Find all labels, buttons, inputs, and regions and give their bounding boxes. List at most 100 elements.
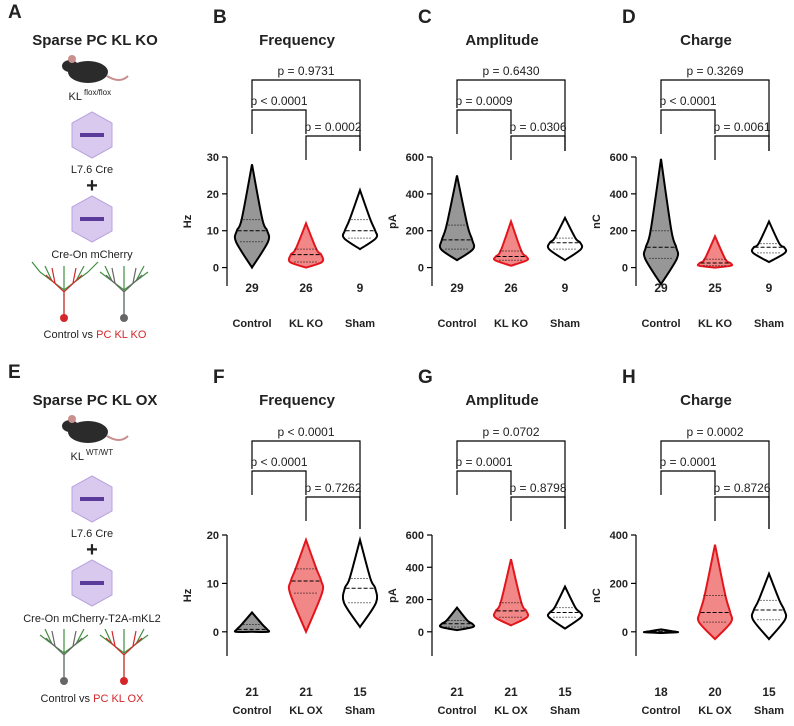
chart-panel: H Charge nC 0 200 400 18 Control 20 KL OX 15 Sham p … — [591, 367, 788, 717]
neuron-icons — [31, 261, 149, 322]
significance-bracket — [456, 470, 512, 495]
panel-letter: G — [418, 367, 433, 388]
schematic-title: Sparse PC KL KO — [32, 32, 158, 49]
panel-letter: C — [418, 7, 432, 28]
violin — [341, 535, 379, 629]
y-tick-label: 0 — [418, 263, 424, 275]
p-value: p = 0.0002 — [686, 425, 743, 439]
y-tick-label: 400 — [406, 189, 424, 201]
significance-bracket — [305, 135, 361, 160]
x-tick-label: Control — [641, 705, 680, 717]
n-label: 15 — [558, 685, 572, 699]
significance-bracket — [305, 496, 361, 529]
p-value: p < 0.0001 — [250, 455, 307, 469]
x-tick-label: Sham — [754, 318, 784, 330]
p-value: p = 0.8798 — [509, 481, 566, 495]
y-axis-label: Hz — [182, 214, 194, 228]
n-label: 21 — [450, 685, 464, 699]
chart-panel: G Amplitude pA 0 200 400 600 21 Control 21 KL OX 15… — [387, 367, 584, 717]
n-label: 18 — [654, 685, 668, 699]
significance-bracket — [251, 109, 307, 134]
x-tick-label: KL OX — [698, 705, 732, 717]
y-tick-label: 600 — [406, 152, 424, 164]
y-tick-label: 200 — [406, 595, 424, 607]
violin — [233, 610, 271, 633]
vector2: Cre-On mCherry — [51, 249, 133, 261]
plus: + — [86, 539, 98, 561]
significance-bracket — [660, 440, 770, 529]
chart-title: Charge — [680, 392, 732, 409]
n-label: 9 — [562, 281, 569, 295]
x-tick-label: KL KO — [494, 318, 528, 330]
mouse-icon — [62, 55, 129, 83]
x-tick-label: Sham — [345, 705, 375, 717]
n-label: 29 — [245, 281, 259, 295]
y-tick-label: 0 — [213, 263, 219, 275]
violin — [642, 628, 680, 635]
y-tick-label: 400 — [406, 562, 424, 574]
caption-highlight: PC KL OX — [93, 693, 144, 705]
y-tick-label: 200 — [610, 578, 628, 590]
violin — [438, 175, 476, 262]
y-tick-label: 400 — [610, 189, 628, 201]
vector1: L7.6 Cre — [71, 164, 113, 176]
violin — [233, 164, 271, 270]
schematic-a: A Sparse PC KL KO KL flox/flox L7.6 Cre … — [8, 2, 158, 341]
violin — [492, 558, 530, 627]
neuron-icons — [39, 628, 149, 685]
n-label: 29 — [450, 281, 464, 295]
violin — [546, 215, 584, 262]
caption-highlight: PC KL KO — [96, 329, 147, 341]
y-tick-label: 200 — [406, 226, 424, 238]
vector-insert — [80, 497, 104, 501]
n-label: 9 — [766, 281, 773, 295]
x-tick-label: Sham — [754, 705, 784, 717]
n-label: 25 — [708, 281, 722, 295]
vector-insert — [80, 133, 104, 137]
y-tick-label: 0 — [418, 627, 424, 639]
p-value: p < 0.0001 — [659, 94, 716, 108]
p-value: p = 0.6430 — [482, 64, 539, 78]
caption: Control vs PC KL KO — [44, 329, 147, 341]
violin — [492, 218, 530, 267]
n-label: 26 — [299, 281, 313, 295]
n-label: 21 — [299, 685, 313, 699]
y-tick-label: 10 — [207, 578, 219, 590]
violin — [287, 536, 325, 635]
p-value: p = 0.0306 — [509, 120, 566, 134]
violin — [287, 220, 325, 269]
significance-bracket — [714, 496, 770, 529]
x-tick-label: Control — [232, 705, 271, 717]
vector1: L7.6 Cre — [71, 528, 113, 540]
vector-insert — [80, 581, 104, 585]
p-value: p = 0.0001 — [455, 455, 512, 469]
y-tick-label: 0 — [213, 627, 219, 639]
significance-bracket — [456, 79, 566, 151]
allele-sup: WT/WT — [86, 448, 113, 457]
n-label: 15 — [353, 685, 367, 699]
x-tick-label: KL KO — [698, 318, 732, 330]
violin — [438, 606, 476, 632]
n-label: 21 — [245, 685, 259, 699]
x-tick-label: Control — [641, 318, 680, 330]
x-tick-label: Control — [437, 705, 476, 717]
n-label: 20 — [708, 685, 722, 699]
allele: KL — [71, 451, 84, 463]
panel-letter: F — [213, 367, 225, 388]
y-tick-label: 20 — [207, 530, 219, 542]
violin — [696, 233, 734, 269]
x-tick-label: Control — [437, 318, 476, 330]
significance-bracket — [251, 440, 361, 529]
chart-title: Amplitude — [465, 32, 538, 49]
panel-letter: H — [622, 367, 636, 388]
p-value: p = 0.0009 — [455, 94, 512, 108]
plus: + — [86, 175, 98, 197]
caption-text: Control vs — [44, 329, 97, 341]
significance-bracket — [510, 135, 566, 160]
y-axis-label: nC — [591, 214, 603, 229]
x-tick-label: KL OX — [494, 705, 528, 717]
violin — [750, 219, 788, 264]
y-axis-label: Hz — [182, 588, 194, 602]
y-tick-label: 200 — [610, 226, 628, 238]
